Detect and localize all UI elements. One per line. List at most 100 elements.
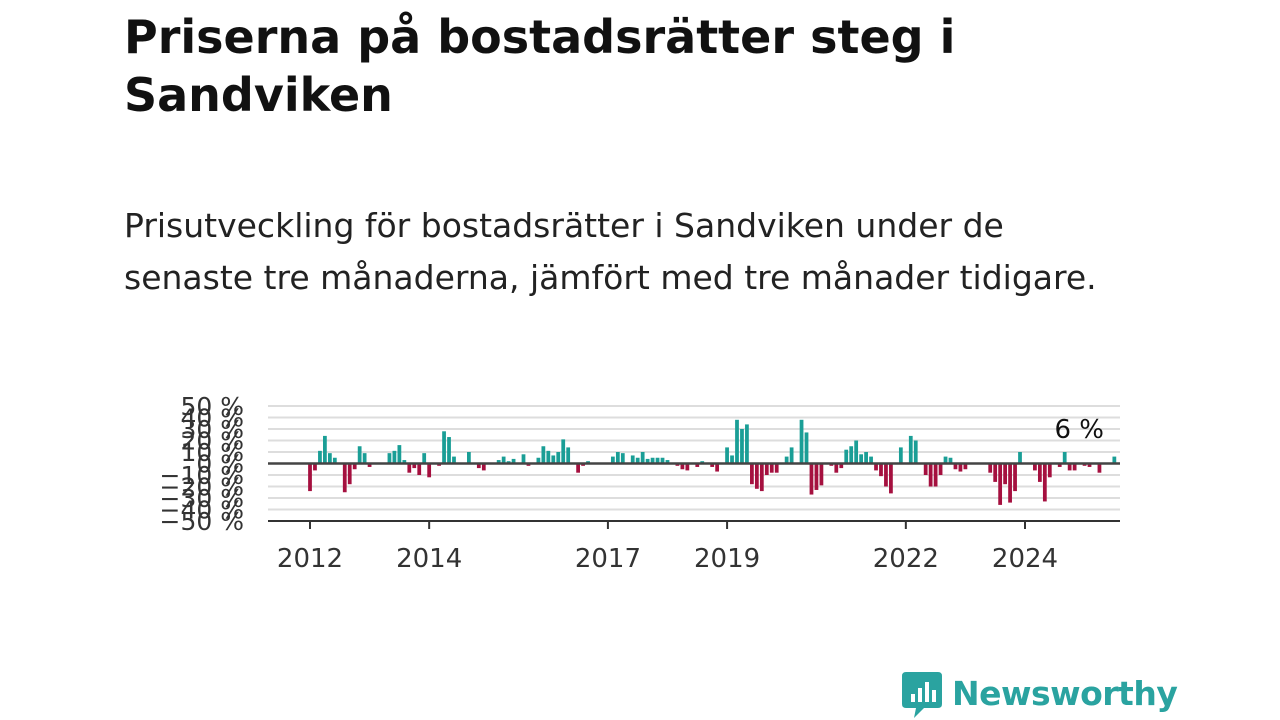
- bar: [481, 463, 486, 471]
- bar: [680, 463, 685, 470]
- bar: [422, 453, 427, 464]
- bar: [834, 463, 839, 473]
- bar: [615, 452, 620, 464]
- bar: [452, 456, 456, 464]
- bar: [650, 457, 655, 464]
- bar: [576, 463, 580, 473]
- y-tick-label: 20 %: [180, 427, 244, 456]
- bar: [809, 463, 814, 495]
- bar: [735, 419, 739, 464]
- bar: [750, 463, 754, 485]
- bar: [943, 456, 948, 464]
- bar: [447, 437, 451, 464]
- bar: [1097, 463, 1102, 473]
- bar: [357, 446, 362, 464]
- newsworthy-logo-icon: [902, 672, 942, 718]
- bar: [630, 455, 635, 464]
- x-tick-label: 2024: [992, 544, 1058, 574]
- bar: [561, 439, 566, 464]
- bar: [1087, 463, 1092, 467]
- bar: [332, 457, 337, 464]
- latest-value-label: 6 %: [1054, 415, 1104, 445]
- bar: [784, 456, 789, 464]
- bar: [874, 463, 878, 471]
- bar: [551, 455, 556, 464]
- x-tick-label: 2017: [575, 544, 641, 574]
- bar: [402, 460, 407, 464]
- bar: [864, 452, 868, 464]
- y-tick-label: 10 %: [180, 438, 244, 467]
- bar: [347, 463, 352, 485]
- y-tick-label: 50 %: [180, 392, 244, 421]
- bar: [1003, 463, 1007, 485]
- bar: [993, 463, 998, 482]
- bar: [427, 463, 432, 478]
- bar: [988, 463, 993, 473]
- y-axis-tick-labels: −50 %−40 %−30 %−20 %−10 %0 %10 %20 %30 %…: [160, 392, 244, 536]
- y-tick-label: −10 %: [160, 461, 244, 490]
- bar: [1047, 463, 1052, 478]
- bar: [392, 450, 397, 464]
- bar: [953, 463, 958, 470]
- x-tick-label: 2022: [873, 544, 939, 574]
- bar: [710, 463, 715, 467]
- bar: [476, 463, 481, 469]
- bar: [1033, 463, 1037, 471]
- bar: [610, 456, 615, 464]
- bar: [511, 458, 516, 464]
- bar: [913, 440, 918, 464]
- bar: [998, 463, 1003, 505]
- bar: [387, 453, 392, 464]
- bars: [308, 419, 1117, 505]
- bar: [1008, 463, 1012, 503]
- y-tick-label: 30 %: [180, 415, 244, 444]
- bar: [963, 463, 968, 470]
- bar: [645, 458, 650, 464]
- chart-title: Priserna på bostadsrätter steg i Sandvik…: [124, 10, 956, 122]
- bar: [660, 457, 665, 464]
- bar: [799, 419, 804, 464]
- y-tick-label: −30 %: [160, 484, 244, 513]
- bar: [948, 457, 953, 464]
- bar: [1057, 463, 1062, 467]
- y-tick-label: −40 %: [160, 496, 244, 525]
- bar: [397, 445, 402, 464]
- bar: [467, 452, 471, 464]
- newsworthy-logo: Newsworthy: [902, 668, 1178, 718]
- bar: [854, 440, 859, 464]
- bar: [521, 454, 526, 464]
- bar-chart: −50 %−40 %−30 %−20 %−10 %0 %10 %20 %30 %…: [160, 392, 1120, 574]
- bar: [313, 463, 317, 471]
- bar: [546, 450, 551, 464]
- bar: [839, 463, 844, 469]
- bar: [774, 463, 779, 473]
- bar: [745, 424, 749, 464]
- bar: [859, 454, 864, 464]
- bar: [407, 463, 412, 473]
- bar: [819, 463, 824, 486]
- bar: [928, 463, 933, 487]
- bar: [879, 463, 883, 477]
- bar: [814, 463, 819, 490]
- bar: [1067, 463, 1072, 471]
- chart-subtitle: Prisutveckling för bostadsrätter i Sandv…: [124, 206, 1097, 297]
- y-tick-label: −20 %: [160, 473, 244, 502]
- bar: [1072, 463, 1077, 471]
- bar: [725, 447, 729, 464]
- bar: [1042, 463, 1047, 502]
- newsworthy-logo-text: Newsworthy: [952, 673, 1178, 713]
- y-tick-label: −50 %: [160, 507, 244, 536]
- x-tick-label: 2014: [396, 544, 462, 574]
- bar: [412, 463, 417, 469]
- bar: [635, 457, 640, 464]
- bar: [566, 447, 571, 464]
- bar: [1037, 463, 1042, 482]
- bar: [362, 453, 367, 464]
- bar: [884, 463, 888, 487]
- bar: [501, 456, 506, 464]
- bar: [1062, 452, 1067, 464]
- bar: [769, 463, 774, 473]
- bar: [536, 457, 541, 464]
- bar: [908, 435, 913, 464]
- bar: [754, 463, 759, 489]
